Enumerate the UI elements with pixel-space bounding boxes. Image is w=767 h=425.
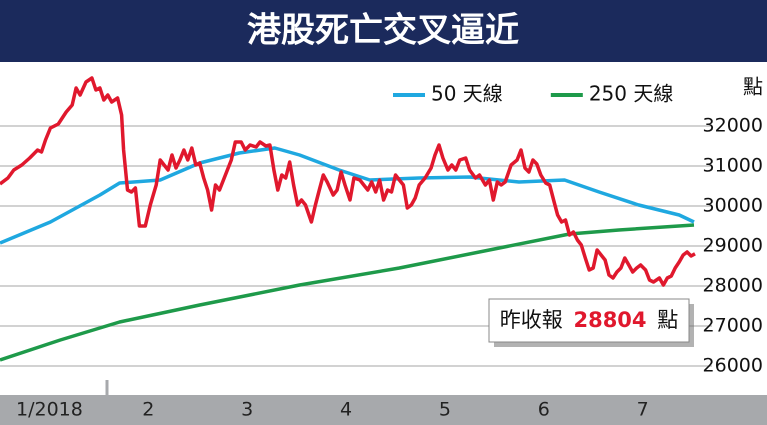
x-tick-label: 5	[439, 399, 451, 421]
x-tick-label: 1/2018	[16, 399, 83, 421]
x-tick-label: 7	[637, 399, 649, 421]
lines	[0, 76, 696, 362]
annotation-bg	[488, 298, 690, 343]
y-unit: 點	[743, 75, 763, 99]
series-line	[0, 223, 695, 362]
title-bar	[0, 0, 767, 62]
y-tick-label: 26000	[703, 355, 763, 377]
annotation-prefix: 昨收報	[500, 308, 563, 332]
x-tick-label: 3	[241, 399, 253, 421]
series-line	[0, 146, 695, 245]
legend-label: 50 天線	[431, 82, 503, 106]
y-tick-label: 30000	[703, 195, 763, 217]
grid: 26000 27000 28000 29000 30000 31000 32000 1/201…	[0, 115, 763, 421]
y-tick-label: 32000	[703, 115, 763, 137]
x-axis-band	[0, 395, 767, 425]
x-tick-label: 6	[538, 399, 550, 421]
annotation-box: 昨收報 28804 點	[488, 298, 694, 347]
chart-title: 港股死亡交叉逼近	[247, 11, 519, 51]
series-line	[0, 76, 696, 287]
legend-label: 250 天線	[589, 82, 674, 106]
y-tick-label: 29000	[703, 235, 763, 257]
y-tick-label: 28000	[703, 275, 763, 297]
annotation-value: 28804	[573, 308, 646, 332]
annotation-text: 昨收報 28804 點	[500, 308, 678, 332]
annotation-unit: 點	[657, 308, 678, 332]
y-tick-label: 31000	[703, 155, 763, 177]
legend: 50 天線 250 天線	[393, 82, 673, 106]
x-tick-label: 4	[340, 399, 352, 421]
y-tick-label: 27000	[703, 315, 763, 337]
x-tick-label: 2	[142, 399, 154, 421]
